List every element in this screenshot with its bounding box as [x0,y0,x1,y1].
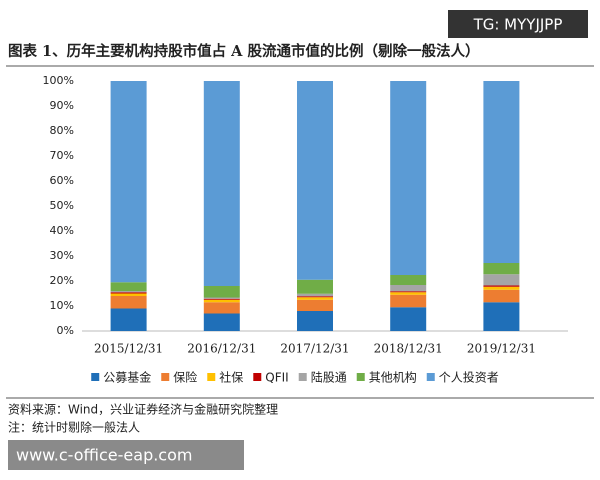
chart-title: 图表 1、历年主要机构持股市值占 A 股流通市值的比例（剔除一般法人） [8,42,479,60]
legend-swatch [161,373,170,381]
bar-segment [483,286,520,290]
y-tick-label: 90% [50,99,74,112]
bar-segment [483,263,520,275]
bar-segment [297,297,333,300]
bar-segment [297,296,333,298]
watermark: www.c-office-eap.com [16,446,192,465]
bar-segment [203,297,240,299]
bar-segment [390,275,427,285]
bar-segment [483,302,520,331]
legend-label: QFII [265,371,288,385]
bar-segment [110,293,147,296]
bar-segment [297,311,333,331]
y-tick-label: 60% [50,174,74,187]
y-tick-label: 50% [50,199,74,212]
bar-segment [390,285,427,292]
y-tick-label: 100% [43,74,74,87]
legend-swatch [207,373,216,381]
bar-segment [390,81,427,275]
y-tick-label: 20% [50,274,74,287]
bar-segment [297,279,333,294]
legend-label: 公募基金 [103,370,151,385]
y-tick-label: 40% [50,224,74,237]
y-tick-label: 80% [50,124,74,137]
x-tick-label: 2017/12/31 [280,342,349,356]
bar-segment [203,286,240,298]
legend-label: 保险 [173,370,197,385]
bar-segment [483,289,520,303]
note: 注：统计时剔除一般法人 [8,420,140,435]
bar-segment [203,299,240,303]
legend-label: 个人投资者 [439,370,499,385]
y-tick-label: 10% [50,299,74,312]
legend-label: 其他机构 [369,370,417,385]
bar-segment [390,292,427,295]
bar-segment [297,293,333,297]
legend-swatch [356,373,365,381]
bar-segment [203,298,240,300]
bar-segment [110,282,147,291]
legend-swatch [253,373,262,381]
y-tick-label: 30% [50,249,74,262]
bar-segment [390,307,427,331]
bar-segment [297,81,333,280]
watermark: TG: MYYJJPP [473,16,563,34]
bar-segment [110,291,147,293]
bar-segment [203,302,240,314]
x-tick-label: 2018/12/31 [374,342,443,356]
bar-segment [110,308,147,331]
bar-segment [203,81,240,286]
source: 资料来源：Wind，兴业证券经济与金融研究院整理 [8,402,278,417]
x-tick-label: 2016/12/31 [187,342,256,356]
bar-segment [483,285,520,287]
watermark-box [8,440,244,470]
bar-segment [110,292,147,294]
y-tick-label: 70% [50,149,74,162]
bar-segment [483,81,520,263]
bar-segment [203,313,240,331]
legend-label: 社保 [219,370,243,385]
bar-segment [483,274,520,286]
bar-segment [110,296,147,309]
bar-segment [390,294,427,308]
x-tick-label: 2015/12/31 [94,342,163,356]
x-tick-label: 2019/12/31 [467,342,536,356]
y-tick-label: 0% [57,324,74,337]
legend-swatch [91,373,100,381]
bar-segment [390,291,427,293]
bar-segment [297,299,333,311]
legend-swatch [298,373,307,381]
legend-swatch [426,373,435,381]
bar-segment [110,81,147,283]
legend-label: 陆股通 [311,370,347,385]
watermark-box [448,10,588,38]
